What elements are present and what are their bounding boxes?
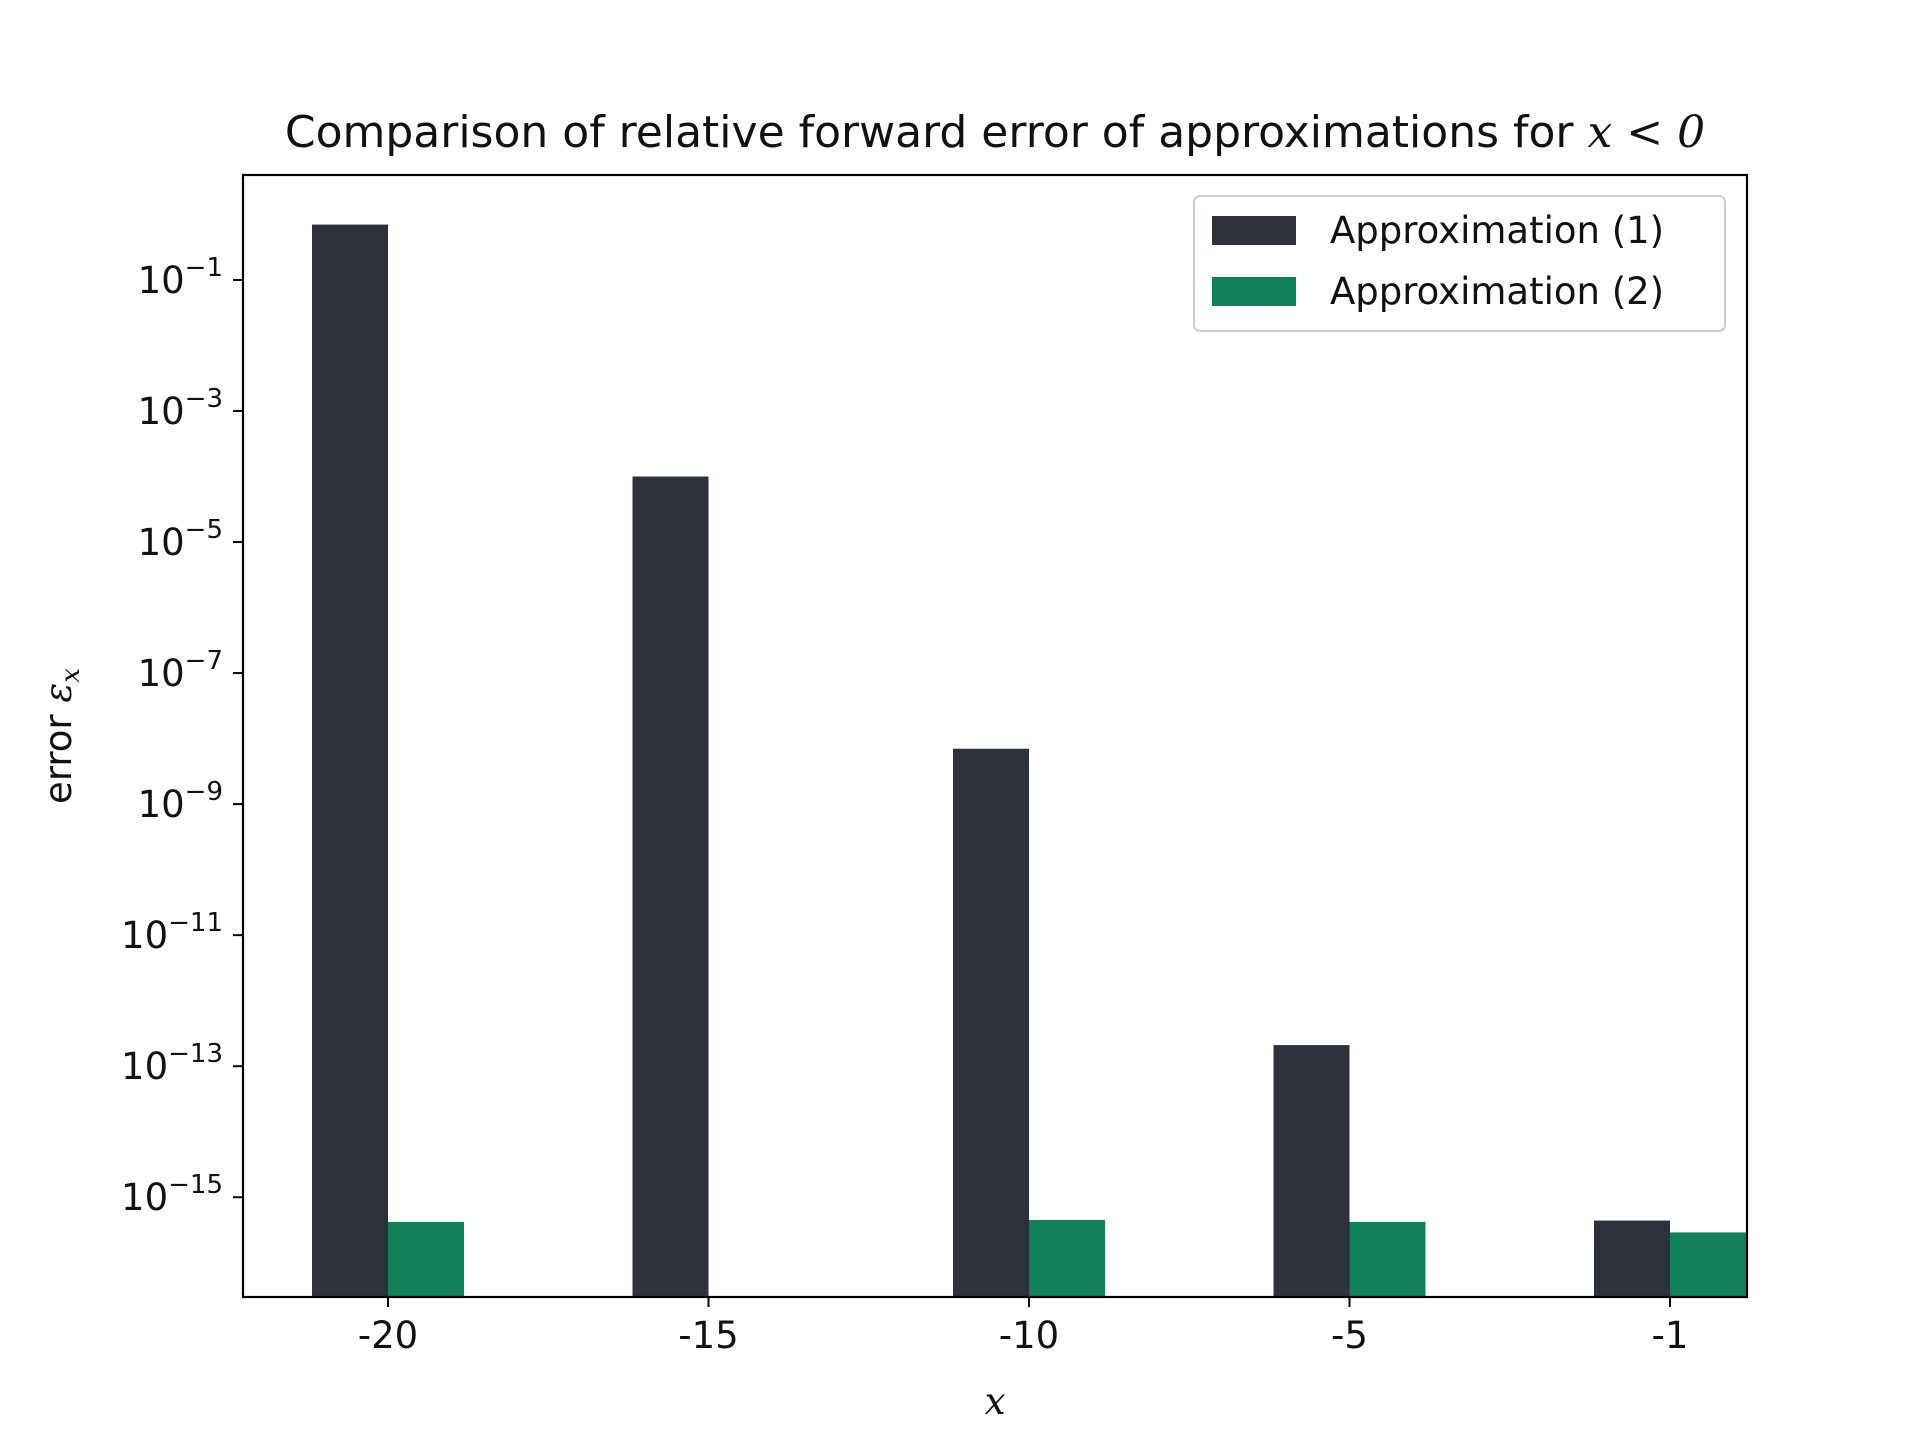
y-axis-ticks: 10−1 10−3 10−5 10−7 10−9 10−11 10−13 10−15: [121, 253, 243, 1219]
bar-series2--10: [1029, 1219, 1105, 1297]
bars-group: [312, 224, 1746, 1298]
bar-series2--1: [1670, 1232, 1746, 1297]
bar-series2--20: [388, 1221, 464, 1297]
y-tick-label: 10−1: [138, 253, 223, 302]
y-tick-label: 10−5: [138, 515, 223, 564]
plot-frame: [241, 173, 1749, 1299]
legend: Approximation (1) Approximation (2): [1193, 195, 1726, 332]
bar-series1--1: [1594, 1220, 1670, 1297]
x-tick-label: -15: [678, 1314, 738, 1357]
x-tick-label: -10: [999, 1314, 1059, 1357]
legend-box: [1193, 195, 1726, 332]
bar-series1--20: [312, 224, 388, 1298]
x-tick-label: -1: [1652, 1314, 1689, 1357]
x-tick-label: -20: [358, 1314, 418, 1357]
y-axis-label: error εx: [37, 668, 86, 804]
y-tick-label: 10−9: [138, 777, 223, 826]
y-tick-label: 10−7: [138, 646, 223, 695]
legend-label-approximation-1: Approximation (1): [1330, 209, 1664, 252]
legend-swatch-approximation-2: [1212, 277, 1296, 306]
y-tick-label: 10−3: [138, 384, 223, 433]
x-tick-label: -5: [1331, 1314, 1368, 1357]
legend-label-approximation-2: Approximation (2): [1330, 270, 1664, 313]
legend-swatch-approximation-1: [1212, 216, 1296, 245]
bar-series1--5: [1273, 1045, 1350, 1297]
y-tick-label: 10−15: [121, 1170, 223, 1219]
bar-series1--10: [953, 748, 1029, 1297]
y-tick-label: 10−13: [121, 1039, 223, 1088]
bar-series1--15: [632, 476, 709, 1297]
x-axis-ticks: -20 -15 -10 -5 -1: [358, 1297, 1689, 1357]
chart-title: Comparison of relative forward error of …: [285, 107, 1705, 158]
bar-series2--5: [1349, 1221, 1426, 1297]
y-tick-label: 10−11: [121, 908, 223, 957]
x-axis-label: x: [985, 1380, 1006, 1423]
